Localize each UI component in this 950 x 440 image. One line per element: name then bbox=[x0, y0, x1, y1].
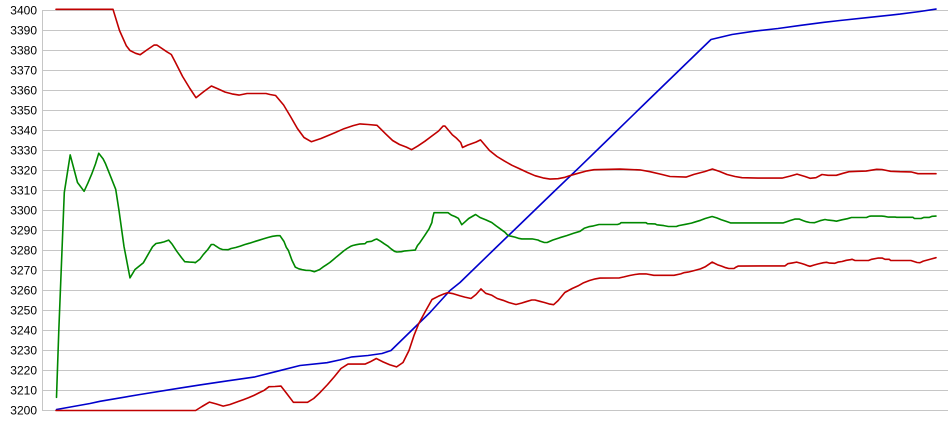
svg-text:3210: 3210 bbox=[10, 384, 37, 398]
svg-text:3340: 3340 bbox=[10, 124, 37, 138]
svg-text:3360: 3360 bbox=[10, 84, 37, 98]
svg-text:3350: 3350 bbox=[10, 104, 37, 118]
svg-text:3400: 3400 bbox=[10, 4, 37, 18]
svg-text:3320: 3320 bbox=[10, 164, 37, 178]
svg-text:3200: 3200 bbox=[10, 404, 37, 418]
svg-text:3240: 3240 bbox=[10, 324, 37, 338]
svg-text:3310: 3310 bbox=[10, 184, 37, 198]
svg-text:3330: 3330 bbox=[10, 144, 37, 158]
svg-text:3300: 3300 bbox=[10, 204, 37, 218]
svg-text:3230: 3230 bbox=[10, 344, 37, 358]
svg-text:3220: 3220 bbox=[10, 364, 37, 378]
svg-text:3390: 3390 bbox=[10, 24, 37, 38]
svg-text:3260: 3260 bbox=[10, 284, 37, 298]
svg-text:3380: 3380 bbox=[10, 44, 37, 58]
svg-text:3280: 3280 bbox=[10, 244, 37, 258]
svg-text:3290: 3290 bbox=[10, 224, 37, 238]
svg-text:3250: 3250 bbox=[10, 304, 37, 318]
svg-text:3370: 3370 bbox=[10, 64, 37, 78]
svg-text:3270: 3270 bbox=[10, 264, 37, 278]
